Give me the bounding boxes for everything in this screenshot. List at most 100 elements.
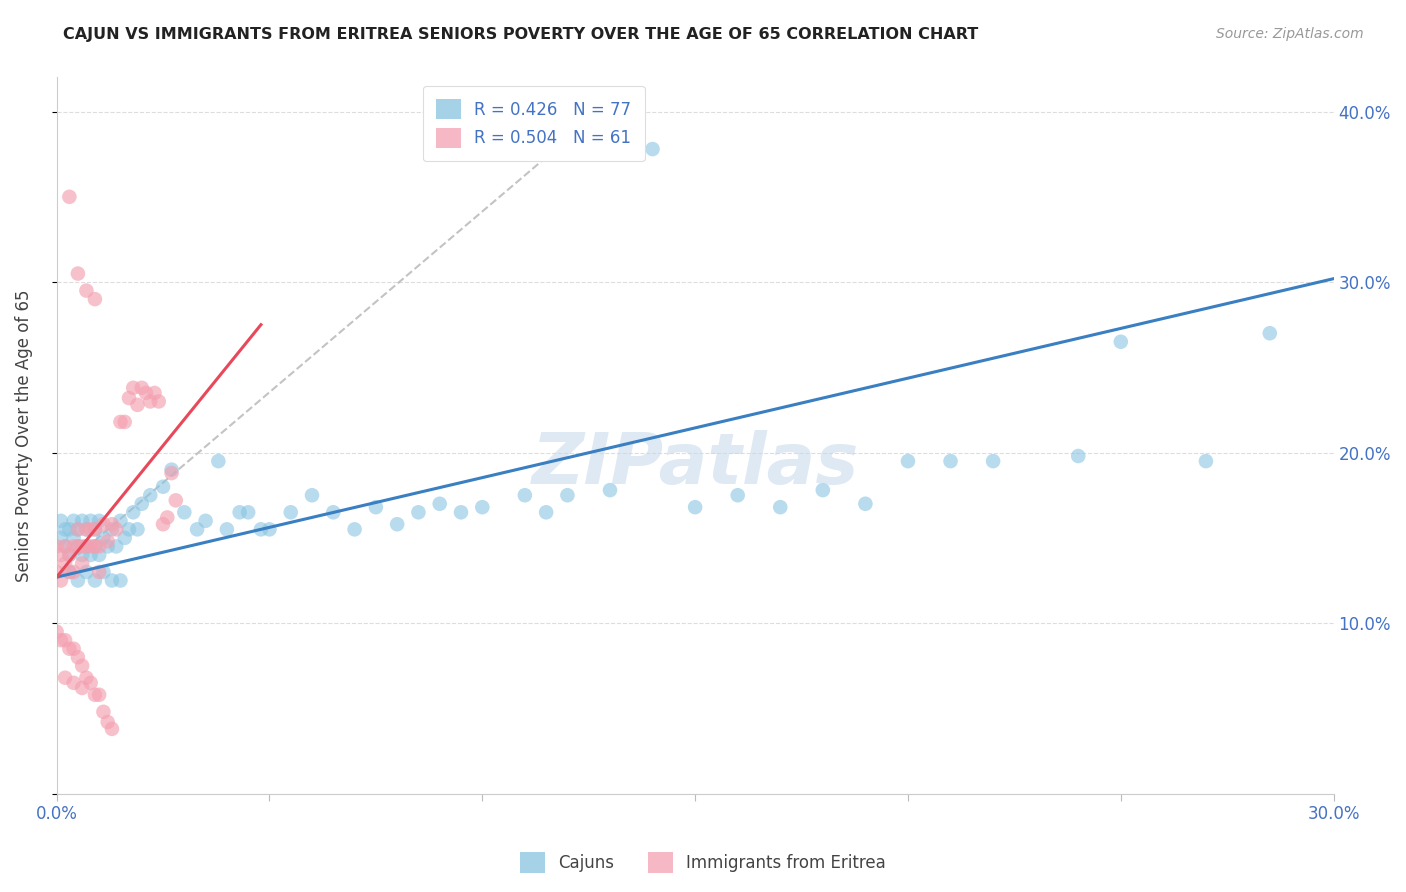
- Point: [408, 505, 430, 519]
- Point: [429, 497, 451, 511]
- Point: [1258, 326, 1281, 341]
- Point: [45, 565, 67, 579]
- Point: [53, 540, 76, 554]
- Point: [79, 522, 101, 536]
- Point: [58, 565, 80, 579]
- Point: [101, 517, 124, 532]
- Point: [58, 548, 80, 562]
- Point: [238, 505, 260, 519]
- Point: [75, 522, 97, 536]
- Point: [118, 391, 141, 405]
- Point: [84, 540, 107, 554]
- Point: [89, 565, 111, 579]
- Point: [122, 381, 145, 395]
- Point: [89, 688, 111, 702]
- Point: [62, 514, 84, 528]
- Point: [152, 480, 174, 494]
- Point: [143, 385, 166, 400]
- Point: [84, 688, 107, 702]
- Point: [727, 488, 749, 502]
- Point: [101, 722, 124, 736]
- Point: [1067, 449, 1090, 463]
- Point: [58, 641, 80, 656]
- Point: [131, 497, 153, 511]
- Point: [70, 540, 93, 554]
- Legend: R = 0.426   N = 77, R = 0.504   N = 61: R = 0.426 N = 77, R = 0.504 N = 61: [423, 86, 644, 161]
- Point: [981, 454, 1004, 468]
- Point: [75, 284, 97, 298]
- Point: [110, 415, 132, 429]
- Point: [93, 517, 115, 532]
- Point: [450, 505, 472, 519]
- Point: [75, 671, 97, 685]
- Point: [215, 522, 238, 536]
- Point: [97, 534, 120, 549]
- Point: [194, 514, 217, 528]
- Point: [70, 658, 93, 673]
- Point: [855, 497, 877, 511]
- Point: [110, 514, 132, 528]
- Point: [62, 565, 84, 579]
- Point: [811, 483, 834, 497]
- Point: [45, 540, 67, 554]
- Point: [1109, 334, 1132, 349]
- Point: [75, 522, 97, 536]
- Point: [66, 574, 89, 588]
- Point: [66, 650, 89, 665]
- Point: [259, 522, 281, 536]
- Point: [301, 488, 323, 502]
- Point: [156, 510, 179, 524]
- Point: [101, 522, 124, 536]
- Point: [280, 505, 302, 519]
- Point: [66, 267, 89, 281]
- Point: [160, 466, 183, 480]
- Point: [620, 147, 643, 161]
- Point: [114, 531, 136, 545]
- Point: [70, 514, 93, 528]
- Point: [343, 522, 366, 536]
- Point: [79, 514, 101, 528]
- Point: [93, 705, 115, 719]
- Point: [127, 398, 149, 412]
- Point: [93, 531, 115, 545]
- Point: [228, 505, 250, 519]
- Point: [84, 292, 107, 306]
- Point: [75, 540, 97, 554]
- Point: [641, 142, 664, 156]
- Point: [513, 488, 536, 502]
- Point: [53, 633, 76, 648]
- Point: [93, 565, 115, 579]
- Point: [557, 488, 579, 502]
- Point: [135, 385, 157, 400]
- Point: [897, 454, 920, 468]
- Point: [79, 540, 101, 554]
- Point: [385, 517, 408, 532]
- Point: [139, 488, 162, 502]
- Point: [62, 676, 84, 690]
- Point: [66, 522, 89, 536]
- Point: [152, 517, 174, 532]
- Point: [105, 540, 128, 554]
- Point: [49, 633, 72, 648]
- Point: [89, 548, 111, 562]
- Point: [49, 548, 72, 562]
- Point: [58, 548, 80, 562]
- Point: [49, 514, 72, 528]
- Point: [364, 500, 387, 515]
- Point: [599, 483, 621, 497]
- Point: [66, 540, 89, 554]
- Point: [53, 540, 76, 554]
- Point: [127, 522, 149, 536]
- Point: [53, 522, 76, 536]
- Point: [79, 676, 101, 690]
- Point: [322, 505, 344, 519]
- Point: [139, 394, 162, 409]
- Point: [160, 463, 183, 477]
- Point: [79, 548, 101, 562]
- Point: [110, 574, 132, 588]
- Point: [66, 540, 89, 554]
- Point: [53, 671, 76, 685]
- Point: [53, 557, 76, 571]
- Point: [97, 540, 120, 554]
- Point: [70, 681, 93, 695]
